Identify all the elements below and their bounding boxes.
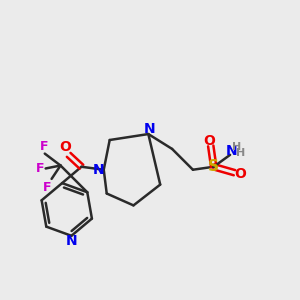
Text: O: O [234, 167, 246, 181]
Text: O: O [59, 140, 71, 154]
Text: H: H [232, 142, 241, 152]
Text: F: F [43, 181, 51, 194]
Text: F: F [40, 140, 48, 153]
Text: N: N [66, 234, 77, 248]
Text: H: H [236, 148, 245, 158]
Text: N: N [93, 163, 104, 177]
Text: N: N [144, 122, 156, 136]
Text: O: O [203, 134, 215, 148]
Text: S: S [208, 159, 219, 174]
Text: N: N [226, 144, 237, 158]
Text: F: F [35, 162, 44, 175]
